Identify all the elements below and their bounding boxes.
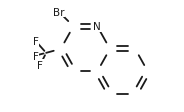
Text: F: F (33, 51, 38, 61)
Text: F: F (33, 37, 38, 46)
Text: F: F (37, 60, 43, 70)
Text: Br: Br (53, 8, 65, 17)
Text: N: N (93, 22, 101, 32)
